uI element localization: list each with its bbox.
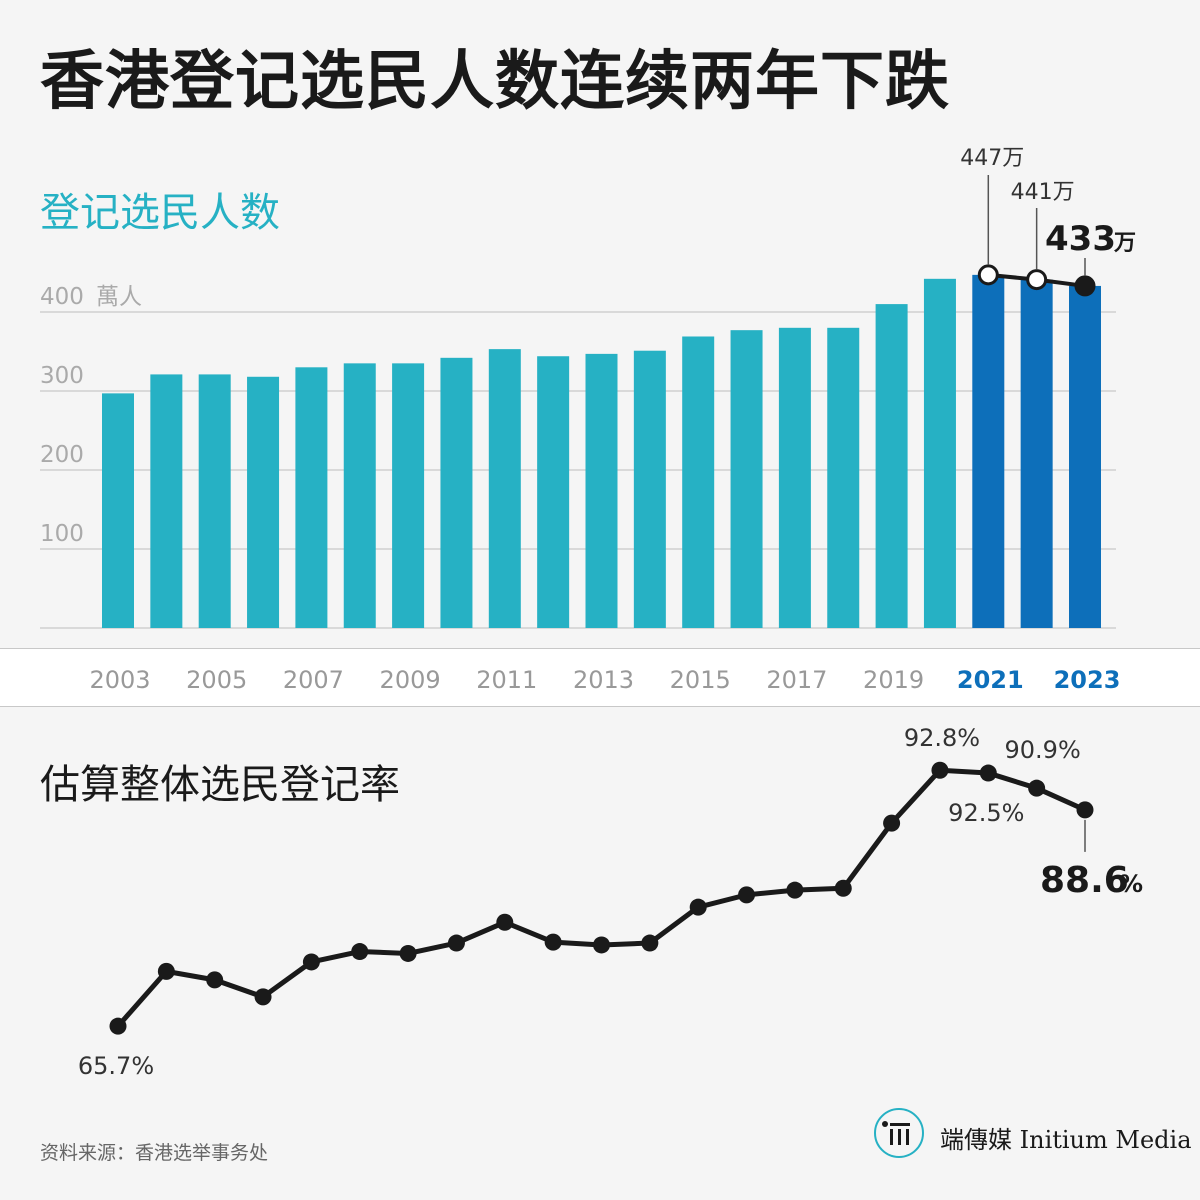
rate-point [1076, 801, 1094, 819]
initium-logo-icon [874, 1108, 924, 1158]
rate-point [883, 814, 901, 832]
x-tick-label: 2007 [283, 666, 344, 694]
rate-point [447, 934, 465, 952]
bar [585, 353, 618, 628]
trend-marker [1074, 275, 1096, 297]
bar [875, 304, 908, 628]
rate-point [157, 962, 175, 980]
rate-point [593, 936, 610, 954]
x-tick-label: 2015 [670, 666, 731, 694]
y-tick-label: 400 [40, 284, 84, 310]
bar [778, 327, 811, 628]
trend-marker [977, 264, 999, 286]
bar [633, 350, 666, 628]
rate-point [931, 761, 949, 779]
bar [102, 393, 134, 628]
x-tick-label: 2017 [766, 666, 827, 694]
rate-point [399, 944, 417, 962]
rate-point [302, 953, 320, 971]
bar [488, 349, 521, 628]
data-label: 88.6 [1040, 860, 1129, 901]
y-tick-label: 100 [40, 521, 84, 547]
rate-point [641, 934, 659, 952]
rate-point [979, 764, 997, 782]
rate-point [496, 913, 514, 931]
data-label: 65.7% [78, 1052, 154, 1080]
rate-point [1028, 779, 1046, 797]
line-chart-title: 估算整体选民登记率 [40, 762, 400, 808]
rate-point [689, 898, 707, 916]
bar [198, 374, 231, 628]
bar [537, 356, 570, 628]
data-label: 441万 [1011, 180, 1075, 205]
x-tick-label: 2011 [476, 666, 537, 694]
data-label: 433 [1045, 219, 1116, 259]
x-tick-label: 2021 [957, 666, 1024, 694]
trend-marker [1026, 269, 1048, 291]
brand-name: 端傳媒 Initium Media [940, 1126, 1192, 1154]
bar [972, 274, 1005, 628]
x-tick-label: 2005 [186, 666, 247, 694]
x-tick-label: 2003 [89, 666, 150, 694]
source-note: 资料来源：香港选举事务处 [40, 1142, 269, 1164]
rate-point [109, 1017, 127, 1035]
y-tick-label: 300 [40, 363, 84, 389]
bar [1069, 285, 1101, 628]
rate-line [116, 767, 1087, 1028]
x-tick-label: 2019 [863, 666, 924, 694]
brand: 端傳媒 Initium Media [874, 1108, 1192, 1168]
rate-point [351, 943, 369, 961]
rate-point [834, 879, 852, 897]
bar [150, 374, 183, 628]
bar [295, 367, 328, 628]
rate-point [254, 988, 272, 1006]
x-tick-label: 2023 [1054, 666, 1121, 694]
bar [1020, 279, 1053, 628]
bar [730, 330, 763, 628]
data-label: 92.5% [948, 799, 1024, 827]
rate-point [786, 881, 804, 899]
y-axis-unit: 萬人 [96, 284, 142, 310]
data-label: 92.8% [904, 724, 980, 752]
x-tick-label: 2013 [573, 666, 634, 694]
data-label: 90.9% [1005, 736, 1081, 764]
bar [923, 278, 956, 628]
bar-chart-title: 登记选民人数 [40, 190, 280, 236]
rate-point [206, 971, 224, 989]
x-tick-label: 2009 [380, 666, 441, 694]
bar [247, 376, 280, 628]
rate-point [544, 933, 562, 951]
bar [392, 363, 425, 628]
bar [827, 327, 860, 628]
data-label-unit: % [1119, 870, 1143, 898]
bar [440, 357, 473, 628]
x-axis-band [0, 648, 1200, 707]
rate-point [738, 886, 756, 904]
bar [682, 336, 715, 628]
bar [343, 363, 376, 628]
page-title: 香港登记选民人数连续两年下跌 [40, 45, 950, 119]
data-label: 447万 [960, 146, 1024, 171]
y-tick-label: 200 [40, 442, 84, 468]
data-label-unit: 万 [1113, 231, 1136, 256]
